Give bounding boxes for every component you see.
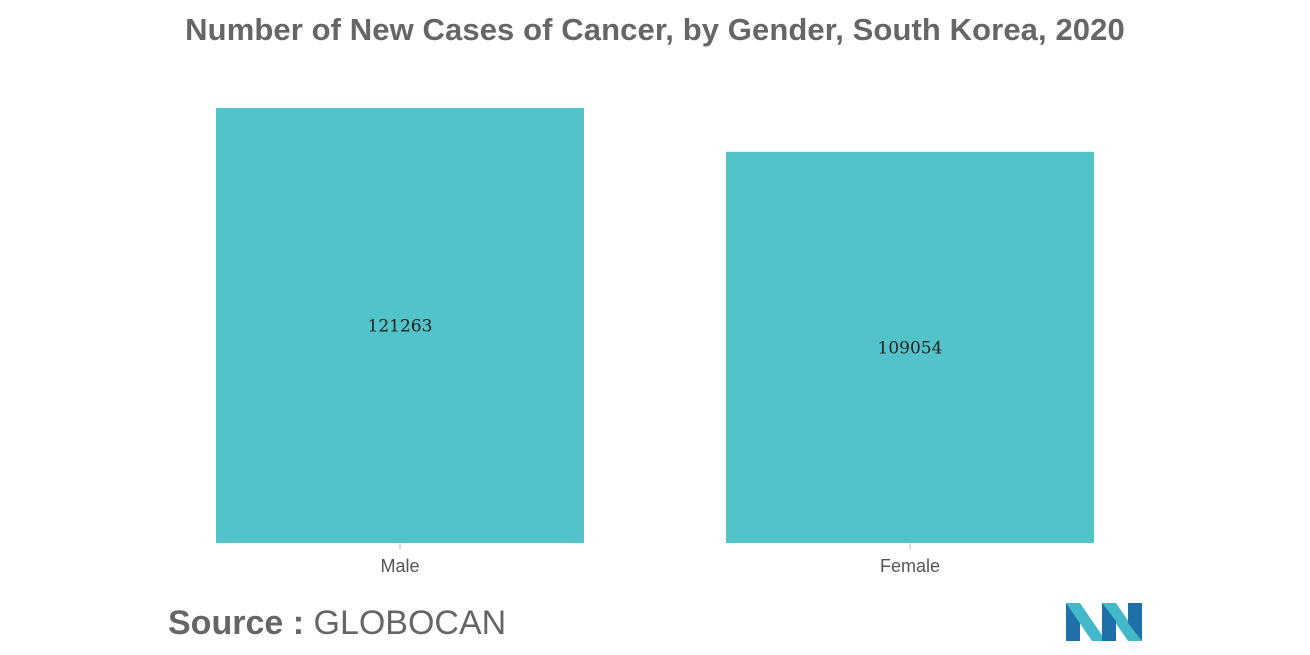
x-tick-label-female: Female (880, 556, 940, 576)
logo-left-leg (1066, 603, 1080, 641)
bar-chart: 121263 Male 109054 Female (216, 108, 1094, 576)
source-value: GLOBOCAN (313, 604, 507, 642)
bar-female (726, 151, 1094, 543)
source-note: Source : GLOBOCAN (168, 604, 506, 643)
logo-right-leg (1128, 603, 1142, 641)
logo-mid-leg (1102, 603, 1116, 641)
bar-male (216, 108, 584, 543)
x-tick-label-male: Male (380, 556, 419, 576)
data-label-female: 109054 (878, 338, 943, 358)
logo-right-diagonal (1102, 603, 1142, 641)
data-label-male: 121263 (368, 317, 433, 337)
chart-title: Number of New Cases of Cancer, by Gender… (185, 12, 1125, 47)
logo-left-diagonal (1066, 603, 1106, 641)
mordor-intelligence-logo-icon (1066, 603, 1142, 641)
source-label: Source : (168, 604, 305, 642)
